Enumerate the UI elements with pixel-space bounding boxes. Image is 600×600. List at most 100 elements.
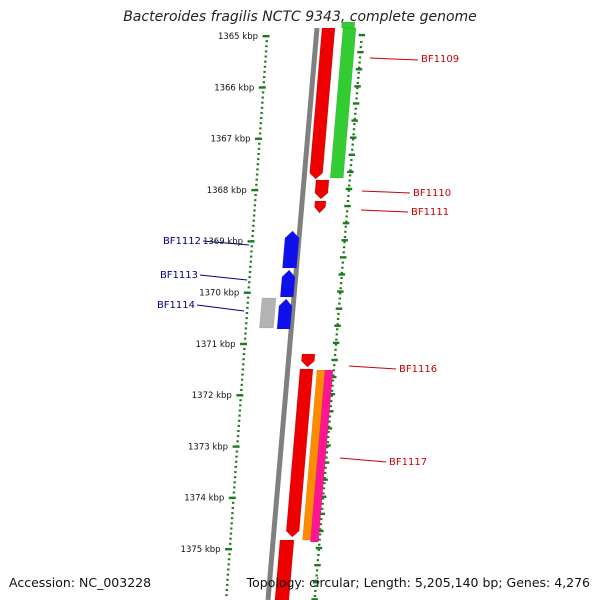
minor-tick-right	[334, 348, 337, 351]
major-tick-left	[236, 394, 244, 397]
minor-tick-right	[353, 123, 356, 126]
minor-tick-left	[241, 368, 245, 371]
major-tick-left	[240, 342, 248, 346]
minor-tick-right	[338, 302, 341, 305]
scale-label: 1367 kbp	[210, 135, 250, 145]
scale-label: 1365 kbp	[218, 32, 258, 42]
gene-feature-bf1112	[282, 230, 300, 269]
major-tick-right	[347, 170, 354, 174]
minor-tick-right	[347, 194, 350, 197]
minor-tick-right	[333, 353, 337, 356]
minor-tick-left	[237, 424, 240, 427]
minor-tick-right	[335, 333, 339, 336]
genome-summary-text: Topology: circular; Length: 5,205,140 bp…	[246, 575, 590, 590]
gene-label-bf1110[interactable]: BF1110	[413, 188, 451, 199]
minor-tick-right	[348, 184, 351, 187]
minor-tick-left	[259, 122, 263, 125]
minor-tick-left	[235, 455, 238, 458]
major-tick-right	[329, 375, 337, 379]
minor-tick-left	[261, 91, 265, 94]
minor-tick-left	[242, 353, 246, 356]
minor-tick-right	[336, 323, 339, 326]
major-tick-right	[341, 239, 348, 242]
minor-tick-left	[234, 471, 237, 474]
minor-tick-left	[257, 147, 261, 150]
minor-tick-left	[246, 296, 250, 299]
minor-tick-left	[246, 301, 249, 304]
minor-tick-left	[253, 204, 257, 207]
minor-tick-left	[233, 481, 236, 484]
major-tick-right	[332, 341, 340, 345]
minor-tick-right	[349, 164, 353, 167]
minor-tick-left	[238, 414, 241, 417]
major-tick-right	[334, 324, 341, 327]
major-tick-right	[318, 512, 326, 516]
minor-tick-left	[242, 363, 245, 366]
minor-tick-left	[229, 532, 233, 535]
minor-tick-left	[230, 527, 233, 530]
minor-tick-right	[345, 210, 349, 213]
gene-feature-bf1117-pink	[310, 369, 334, 543]
minor-tick-left	[231, 501, 235, 504]
minor-tick-right	[358, 56, 362, 59]
minor-tick-right	[321, 507, 324, 510]
gene-feature-top-green	[341, 21, 356, 29]
minor-tick-left	[234, 465, 237, 468]
minor-tick-left	[256, 168, 259, 171]
gene-leader-line	[360, 209, 409, 213]
minor-tick-right	[315, 574, 318, 577]
minor-tick-right	[325, 456, 328, 459]
gene-label-bf1114[interactable]: BF1114	[157, 300, 195, 311]
minor-tick-right	[343, 241, 346, 244]
minor-tick-left	[260, 106, 264, 109]
minor-tick-right	[360, 41, 363, 43]
gene-label-bf1117[interactable]: BF1117	[389, 457, 427, 468]
minor-tick-right	[343, 235, 347, 238]
minor-tick-right	[326, 446, 329, 449]
minor-tick-right	[333, 364, 336, 367]
minor-tick-right	[342, 246, 346, 249]
minor-tick-right	[337, 312, 340, 315]
scale-labels: 1365 kbp 1366 kbp 1367 kbp 1368 kbp 1369 kbp…	[181, 32, 258, 555]
minor-tick-left	[256, 163, 260, 166]
major-tick-right	[348, 153, 356, 156]
minor-tick-right	[351, 138, 355, 141]
minor-tick-right	[324, 466, 327, 469]
minor-tick-left	[254, 194, 257, 197]
minor-tick-right	[313, 595, 317, 598]
gene-leader-line	[369, 57, 419, 61]
minor-tick-left	[261, 96, 264, 99]
minor-tick-left	[243, 347, 246, 350]
gene-label-bf1113[interactable]: BF1113	[160, 270, 198, 281]
gene-feature-bf1117-red	[285, 368, 314, 538]
minor-tick-right	[336, 328, 339, 331]
major-tick-right	[322, 461, 330, 464]
minor-tick-left	[258, 132, 262, 135]
minor-tick-left	[239, 404, 242, 407]
gene-feature-bf1114	[276, 298, 293, 330]
major-tick-right	[328, 392, 336, 396]
minor-tick-left	[225, 589, 229, 592]
gene-leader-line	[348, 365, 397, 370]
gene-label-bf1112[interactable]: BF1112	[163, 236, 201, 247]
gene-label-bf1109[interactable]: BF1109	[421, 54, 459, 65]
minor-tick-left	[238, 409, 242, 412]
minor-tick-right	[345, 220, 348, 223]
minor-tick-right	[355, 97, 358, 100]
scale-label: 1374 kbp	[184, 494, 224, 504]
minor-tick-right	[317, 548, 320, 551]
genome-backbone	[265, 27, 320, 600]
minor-tick-right	[323, 477, 326, 480]
minor-tick-right	[314, 589, 317, 592]
minor-tick-right	[352, 133, 355, 136]
gene-label-bf1116[interactable]: BF1116	[399, 364, 437, 375]
minor-tick-right	[357, 76, 360, 79]
minor-tick-left	[235, 450, 239, 453]
minor-tick-left	[251, 235, 254, 238]
gene-label-bf1111[interactable]: BF1111	[411, 207, 449, 218]
minor-tick-right	[354, 112, 357, 115]
minor-tick-left	[236, 440, 239, 443]
scale-label: 1368 kbp	[207, 186, 247, 196]
gene-feature-bf1114-gray	[259, 297, 277, 329]
